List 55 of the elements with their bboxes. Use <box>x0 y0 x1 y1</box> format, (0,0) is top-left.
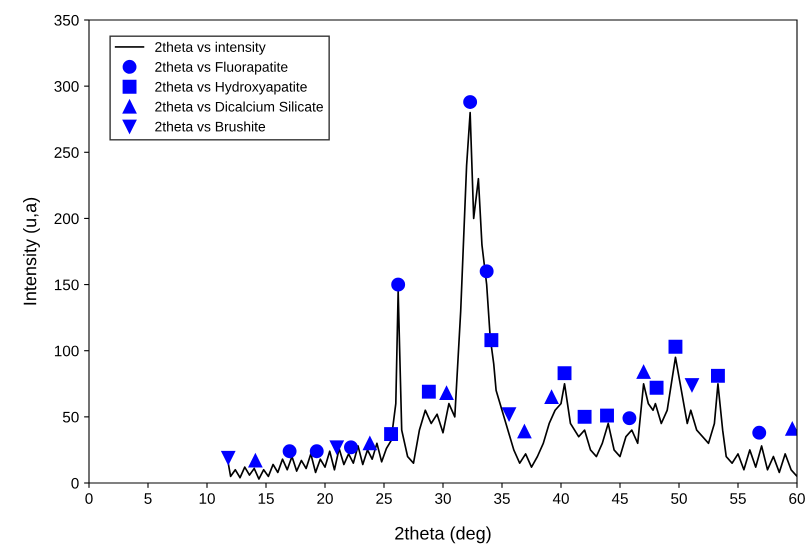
point <box>710 368 725 383</box>
y-tick-label: 350 <box>54 14 79 26</box>
legend-label: 2theta vs Hydroxyapatite <box>155 82 307 94</box>
x-tick-label: 50 <box>671 493 687 504</box>
point <box>650 380 664 395</box>
x-tick-label: 15 <box>258 493 274 504</box>
point <box>362 436 377 450</box>
point <box>600 408 614 422</box>
x-tick-label: 30 <box>435 493 451 504</box>
x-tick-label: 35 <box>494 493 510 504</box>
point <box>422 384 436 399</box>
point <box>440 386 454 400</box>
x-tick-label: 60 <box>789 493 805 504</box>
point <box>636 364 651 379</box>
point <box>578 410 592 424</box>
x-tick-label: 25 <box>376 493 392 504</box>
y-tick-label: 250 <box>54 147 79 158</box>
point <box>685 378 699 392</box>
point <box>517 424 532 438</box>
legend-label: 2theta vs Dicalcium Silicate <box>155 101 323 112</box>
point <box>752 426 766 440</box>
y-tick-label: 50 <box>62 412 79 423</box>
y-tick-label: 100 <box>54 346 79 356</box>
y-axis-title: Intensity (u,a) <box>23 198 40 305</box>
legend-label: 2theta vs intensity <box>155 42 266 55</box>
x-tick-label: 20 <box>317 493 333 504</box>
point <box>344 440 358 454</box>
point <box>622 411 636 426</box>
point <box>558 366 572 380</box>
x-tick-label: 45 <box>612 493 628 504</box>
legend-label: 2theta vs Brushite <box>155 121 266 132</box>
point <box>544 390 559 404</box>
y-tick-label: 300 <box>54 81 79 92</box>
point <box>282 444 297 458</box>
legend-label: 2theta vs Fluorapatite <box>155 62 288 75</box>
point <box>391 278 406 292</box>
x-axis-title: 2theta (deg) <box>395 526 491 544</box>
point <box>310 444 324 458</box>
point <box>330 440 344 454</box>
point <box>484 333 498 348</box>
point <box>384 427 398 441</box>
x-tick-label: 40 <box>552 493 569 504</box>
point <box>463 95 478 109</box>
y-tick-label: 150 <box>54 279 79 290</box>
point <box>248 454 262 468</box>
point <box>221 450 236 465</box>
x-tick-label: 0 <box>85 493 93 504</box>
x-tick-label: 5 <box>144 493 152 504</box>
point <box>502 407 516 422</box>
x-tick-label: 55 <box>730 493 746 504</box>
x-tick-label: 10 <box>200 493 215 504</box>
point <box>668 340 682 354</box>
y-tick-label: 0 <box>71 478 79 489</box>
point <box>480 264 494 278</box>
y-tick-label: 200 <box>54 213 79 224</box>
